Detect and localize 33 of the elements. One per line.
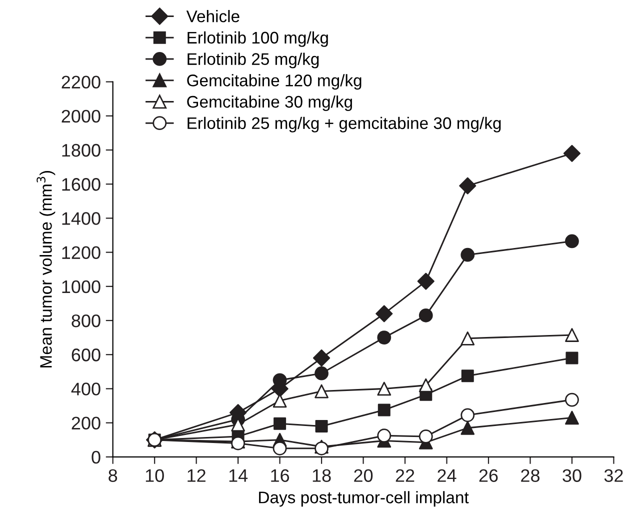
legend-label: Erlotinib 25 mg/kg — [188, 52, 319, 68]
x-tick-label: 26 — [479, 469, 498, 482]
legend-label: Erlotinib 25 mg/kg + gemcitabine 30 mg/kg — [188, 116, 501, 132]
legend-label: Erlotinib 100 mg/kg — [188, 31, 328, 47]
y-tick-label: 1800 — [62, 144, 100, 157]
x-tick-label: 12 — [188, 469, 206, 482]
x-tick-label: 8 — [108, 469, 118, 482]
y-tick-label: 0 — [92, 450, 100, 464]
x-tick-label: 18 — [312, 469, 331, 482]
legend-label: Vehicle — [186, 10, 240, 22]
y-tick-label: 200 — [72, 416, 100, 430]
x-tick-label: 24 — [438, 469, 456, 482]
y-tick-label: 1400 — [62, 212, 100, 225]
x-axis-title: Days post-tumor-cell implant — [259, 491, 469, 507]
legend-label: Gemcitabine 120 mg/kg — [187, 74, 362, 90]
x-tick-label: 32 — [604, 469, 623, 482]
y-tick-label: 1000 — [62, 280, 100, 294]
y-tick-label: 800 — [72, 314, 100, 328]
legend-label: Gemcitabine 30 mg/kg — [187, 95, 352, 112]
x-tick-label: 28 — [521, 469, 540, 482]
y-tick-label: 600 — [72, 348, 100, 362]
x-tick-label: 22 — [396, 469, 414, 482]
x-tick-label: 20 — [354, 469, 373, 482]
x-tick-label: 14 — [229, 469, 248, 482]
y-axis-title: Mean tumor volume (mm$^{3}$) — [36, 170, 56, 368]
y-tick-label: 400 — [71, 382, 100, 396]
x-tick-label: 16 — [271, 469, 290, 482]
x-tick-label: 10 — [146, 469, 164, 482]
y-tick-label: 2200 — [62, 76, 100, 89]
x-tick-label: 30 — [562, 469, 582, 482]
y-tick-label: 2000 — [62, 110, 100, 123]
y-tick-label: 1200 — [62, 246, 100, 260]
y-tick-label: 1600 — [62, 178, 100, 191]
